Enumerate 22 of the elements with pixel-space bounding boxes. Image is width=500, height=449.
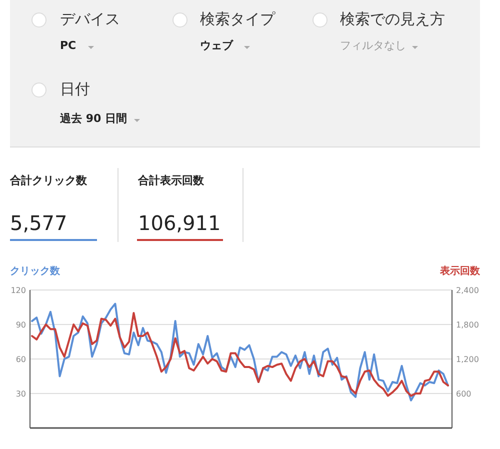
- y-tick-label: 60: [16, 354, 26, 364]
- text: 日付: [60, 80, 90, 98]
- text: 106,911: [138, 211, 221, 235]
- text: フィルタなし: [340, 39, 406, 52]
- y2-tick-label: 1,200: [456, 354, 479, 364]
- text: ウェブ: [200, 39, 234, 52]
- text: 合計クリック数: [9, 174, 88, 187]
- text: 合計表示回数: [137, 174, 205, 187]
- y-tick-label: 30: [16, 389, 26, 398]
- y2-tick-label: 1,800: [456, 320, 479, 330]
- y-tick-label: 90: [16, 320, 26, 330]
- y2-tick-label: 600: [456, 389, 472, 398]
- text: 過去 90 日間: [59, 112, 127, 125]
- text: 検索での見え方: [340, 10, 445, 28]
- y2-tick-label: 2,400: [456, 286, 479, 295]
- y2-axis-title: 表示回数: [439, 265, 481, 277]
- text: デバイス: [60, 10, 120, 28]
- y-axis-title: クリック数: [10, 265, 61, 277]
- text: PC: [60, 39, 76, 52]
- text: 検索タイプ: [200, 10, 276, 28]
- y-tick-label: 120: [10, 286, 26, 295]
- text: 5,577: [10, 211, 68, 235]
